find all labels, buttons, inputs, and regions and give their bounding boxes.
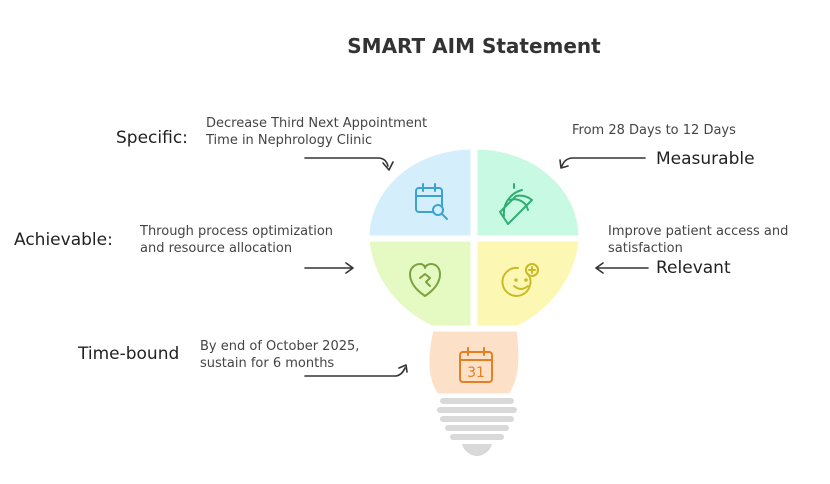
arrow-timebound	[304, 367, 406, 377]
label-relevant: Relevant	[656, 258, 731, 278]
desc-specific-line1: Decrease Third Next Appointment	[206, 116, 428, 131]
label-specific: Specific:	[116, 128, 188, 148]
arrow-specific	[304, 157, 389, 167]
calendar-31-icon	[459, 347, 493, 383]
desc-measurable: From 28 Days to 12 Days	[572, 123, 736, 138]
bulb-base	[437, 398, 517, 456]
calendar-number: 31	[467, 365, 485, 381]
desc-achievable: Through process optimization and resourc…	[140, 223, 333, 257]
desc-relevant: Improve patient access and satisfaction	[608, 223, 788, 257]
arrows	[304, 157, 649, 377]
desc-timebound-line2: sustain for 6 months	[200, 356, 335, 371]
desc-timebound-line1: By end of October 2025,	[200, 339, 360, 354]
desc-achievable-line2: and resource allocation	[140, 241, 293, 256]
heart-puzzle-icon	[409, 263, 441, 297]
label-achievable: Achievable:	[14, 230, 113, 250]
smiley-plus-icon	[501, 263, 539, 297]
arrow-measurable	[561, 157, 646, 167]
quadrant-achievable	[366, 238, 474, 329]
desc-relevant-line2: satisfaction	[608, 241, 683, 256]
label-timebound: Time-bound	[78, 344, 180, 364]
desc-relevant-line1: Improve patient access and	[608, 224, 789, 239]
page-title: SMART AIM Statement	[347, 34, 601, 58]
quadrant-relevant	[474, 238, 582, 329]
bulb-neck-timebound	[426, 328, 522, 397]
quadrant-specific	[366, 146, 474, 239]
protractor-icon	[499, 183, 533, 225]
calendar-search-icon	[415, 183, 448, 220]
desc-achievable-line1: Through process optimization	[140, 224, 334, 239]
label-measurable: Measurable	[656, 149, 755, 169]
desc-specific-line2: Time in Nephrology Clinic	[206, 133, 373, 148]
desc-specific: Decrease Third Next Appointment Time in …	[206, 115, 427, 149]
desc-timebound: By end of October 2025, sustain for 6 mo…	[200, 338, 359, 372]
